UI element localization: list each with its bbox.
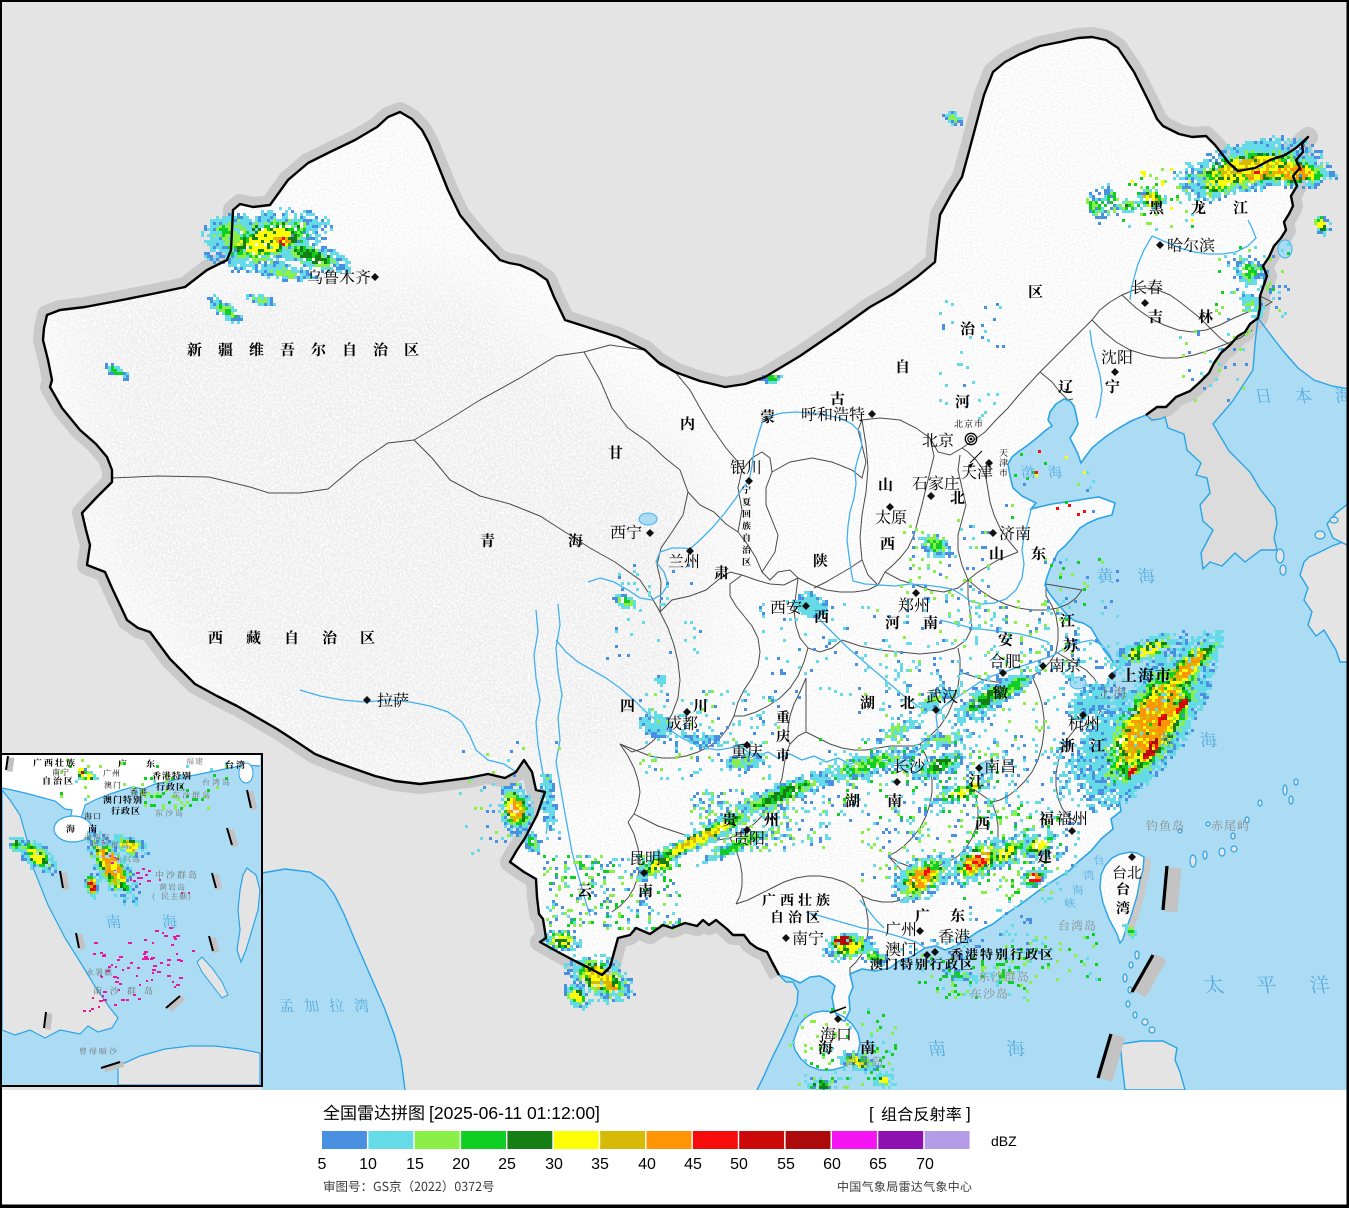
svg-text:35: 35	[591, 1156, 609, 1173]
svg-text:60: 60	[823, 1156, 841, 1173]
svg-text:]: ]	[966, 1104, 971, 1123]
svg-text:dBZ: dBZ	[991, 1133, 1017, 1149]
svg-text:65: 65	[869, 1156, 887, 1173]
svg-text:50: 50	[730, 1156, 748, 1173]
svg-text:25: 25	[498, 1156, 516, 1173]
svg-text:15: 15	[406, 1156, 424, 1173]
svg-text:10: 10	[359, 1156, 377, 1173]
svg-text:55: 55	[777, 1156, 795, 1173]
svg-text:[2025-06-11 01:12:00]: [2025-06-11 01:12:00]	[429, 1103, 600, 1123]
svg-text:30: 30	[545, 1156, 563, 1173]
svg-text:45: 45	[684, 1156, 702, 1173]
svg-text:[: [	[869, 1104, 874, 1123]
svg-text:70: 70	[916, 1156, 934, 1173]
svg-text:20: 20	[452, 1156, 470, 1173]
svg-text:40: 40	[638, 1156, 656, 1173]
svg-text:5: 5	[318, 1156, 327, 1173]
